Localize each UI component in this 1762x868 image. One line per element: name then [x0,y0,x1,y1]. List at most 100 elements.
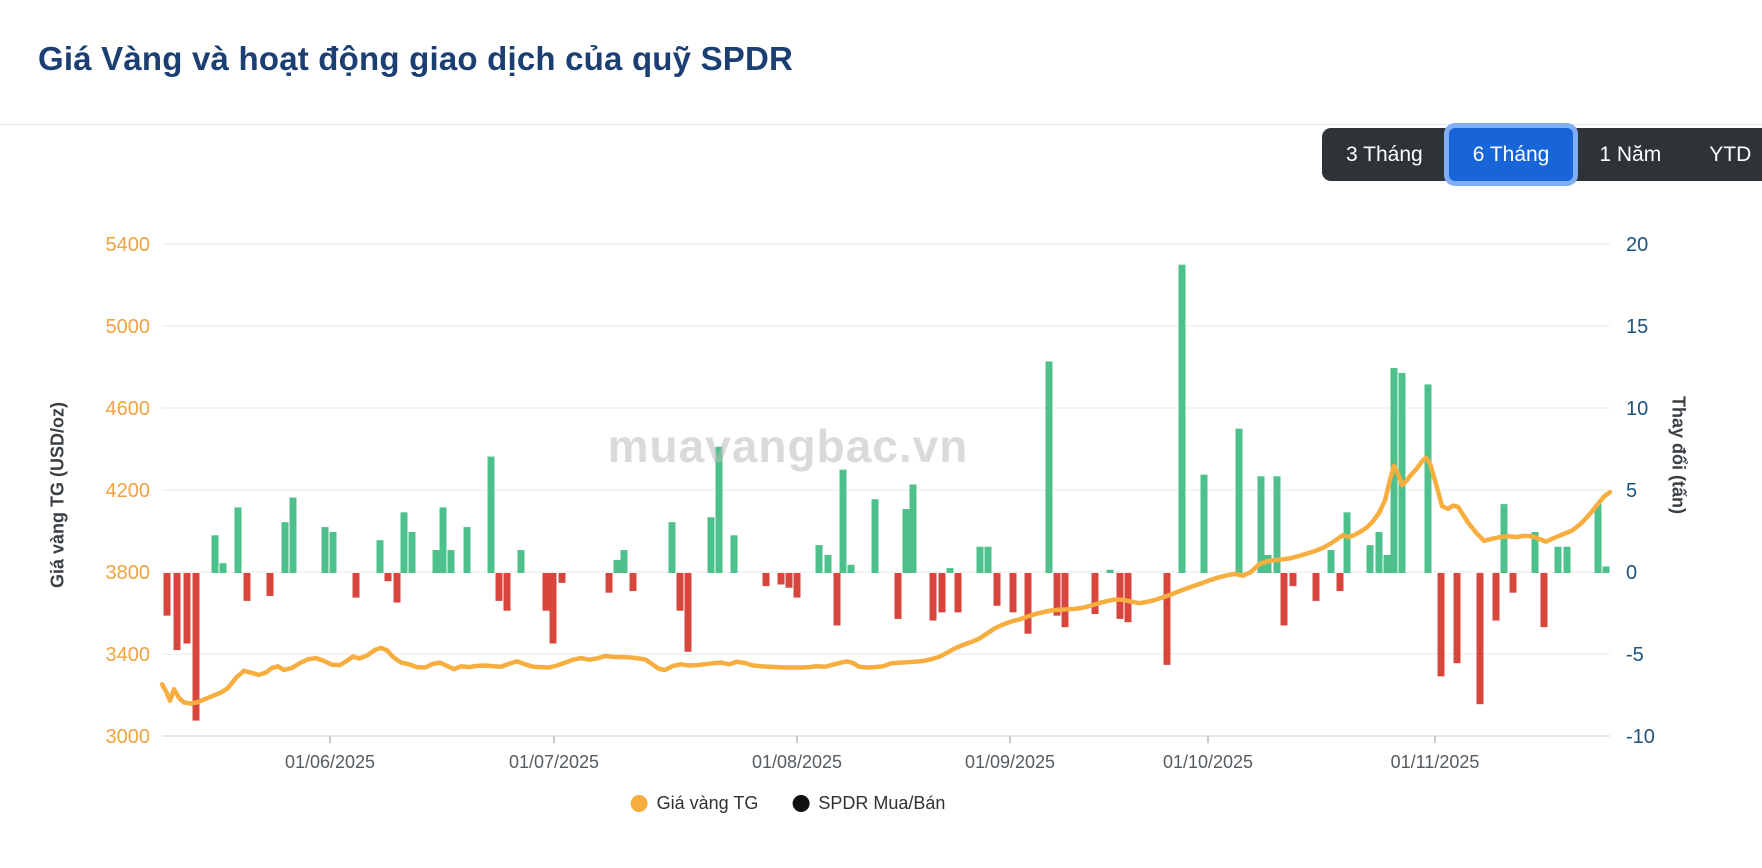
spdr-bar[interactable] [517,550,525,573]
spdr-bar[interactable] [1273,476,1281,573]
spdr-bar[interactable] [715,446,723,573]
spdr-bar[interactable] [676,573,684,611]
spdr-bar[interactable] [1366,545,1374,573]
spdr-bar[interactable] [192,573,200,721]
spdr-bar[interactable] [1492,573,1500,621]
spdr-bar[interactable] [266,573,274,596]
spdr-bar[interactable] [1375,532,1383,573]
gold-price-line[interactable] [159,455,1613,706]
spdr-bar[interactable] [1124,573,1132,623]
spdr-bar[interactable] [400,512,408,573]
spdr-bar[interactable] [684,573,692,652]
spdr-bar[interactable] [1009,573,1017,613]
spdr-bar[interactable] [976,546,984,573]
spdr-bar[interactable] [289,497,297,573]
spdr-bar[interactable] [929,573,937,621]
spdr-bar[interactable] [1540,573,1548,628]
spdr-bar[interactable] [847,564,855,573]
spdr-bar[interactable] [558,573,566,583]
range-button-ytd[interactable]: YTD [1685,128,1762,181]
spdr-bar[interactable] [487,456,495,573]
spdr-bar[interactable] [408,532,416,573]
spdr-bar[interactable] [1116,573,1124,619]
spdr-bar[interactable] [984,546,992,573]
spdr-bar[interactable] [384,573,392,582]
spdr-bar[interactable] [447,550,455,573]
spdr-bar[interactable] [281,522,289,573]
spdr-bar[interactable] [1602,566,1610,573]
spdr-bar[interactable] [352,573,360,598]
spdr-bar[interactable] [777,573,785,585]
spdr-bar[interactable] [1343,512,1351,573]
spdr-bar[interactable] [833,573,841,626]
spdr-bar[interactable] [824,554,832,573]
spdr-bar[interactable] [549,573,557,644]
spdr-bar[interactable] [439,507,447,573]
range-button-6m[interactable]: 6 Tháng [1448,128,1574,181]
spdr-bar[interactable] [163,573,171,616]
spdr-bar[interactable] [1563,546,1571,573]
spdr-bar[interactable] [1280,573,1288,626]
spdr-bar[interactable] [707,517,715,573]
spdr-bar[interactable] [243,573,251,601]
spdr-bar[interactable] [668,522,676,573]
spdr-bar[interactable] [1264,554,1272,573]
spdr-bar[interactable] [211,535,219,573]
spdr-bar[interactable] [762,573,770,587]
spdr-bar[interactable] [993,573,1001,606]
spdr-bar[interactable] [1200,474,1208,573]
spdr-bar[interactable] [1312,573,1320,601]
spdr-bar[interactable] [839,469,847,573]
spdr-bar[interactable] [1235,428,1243,573]
spdr-bar[interactable] [785,573,793,588]
spdr-bar[interactable] [1509,573,1517,593]
spdr-bar[interactable] [629,573,637,592]
spdr-bar[interactable] [432,550,440,573]
spdr-bar[interactable] [1289,573,1297,587]
spdr-bar[interactable] [463,527,471,573]
spdr-bar[interactable] [1594,504,1602,573]
spdr-bar[interactable] [1398,372,1406,573]
spdr-bar[interactable] [1024,573,1032,634]
spdr-bar[interactable] [605,573,613,593]
range-button-1y[interactable]: 1 Năm [1575,128,1685,181]
spdr-bar[interactable] [954,573,962,613]
spdr-bar[interactable] [1336,573,1344,592]
spdr-bar[interactable] [329,532,337,573]
range-button-3m[interactable]: 3 Tháng [1322,128,1447,181]
spdr-bar[interactable] [1554,546,1562,573]
spdr-bar[interactable] [219,563,227,573]
spdr-bar[interactable] [1476,573,1484,705]
spdr-bar[interactable] [815,545,823,573]
spdr-bar[interactable] [1437,573,1445,677]
spdr-bar[interactable] [1061,573,1069,628]
spdr-bar[interactable] [234,507,242,573]
spdr-bar[interactable] [1178,264,1186,573]
spdr-bar[interactable] [1383,554,1391,573]
spdr-bar[interactable] [1327,550,1335,573]
spdr-bar[interactable] [620,550,628,573]
spdr-bar[interactable] [503,573,511,611]
spdr-bar[interactable] [321,527,329,573]
spdr-bar[interactable] [1045,361,1053,573]
spdr-bar[interactable] [1531,532,1539,573]
spdr-bar[interactable] [902,509,910,573]
spdr-bar[interactable] [894,573,902,619]
spdr-bar[interactable] [542,573,550,611]
spdr-bar[interactable] [909,484,917,573]
legend-item-spdr[interactable]: SPDR Mua/Bán [792,793,945,814]
legend-item-gold-price[interactable]: Giá vàng TG [630,793,758,814]
spdr-bar[interactable] [730,535,738,573]
spdr-bar[interactable] [1257,476,1265,573]
spdr-bar[interactable] [183,573,191,644]
spdr-bar[interactable] [613,559,621,573]
spdr-bar[interactable] [793,573,801,598]
spdr-bar[interactable] [495,573,503,601]
spdr-bar[interactable] [1163,573,1171,665]
spdr-bar[interactable] [871,499,879,573]
spdr-bar[interactable] [1053,573,1061,616]
spdr-bar[interactable] [1453,573,1461,664]
spdr-bar[interactable] [393,573,401,603]
spdr-bar[interactable] [938,573,946,613]
spdr-bar[interactable] [1091,573,1099,614]
